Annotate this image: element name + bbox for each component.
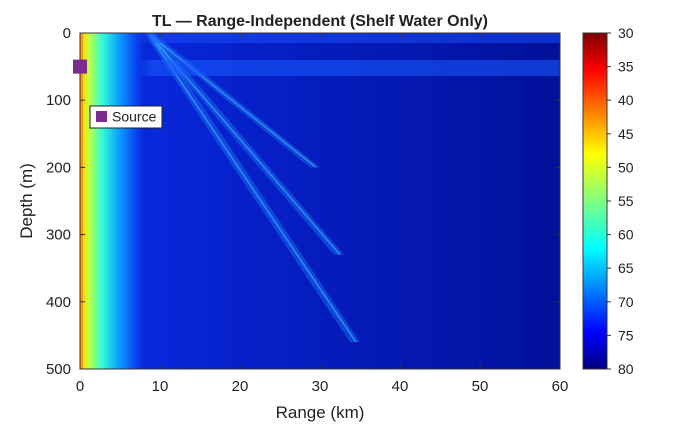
source-marker bbox=[73, 59, 87, 74]
source-column bbox=[80, 33, 83, 369]
ray-line bbox=[147, 33, 317, 169]
x-tick-label: 40 bbox=[392, 378, 409, 395]
x-tick-label: 60 bbox=[552, 378, 569, 395]
x-tick-label: 30 bbox=[312, 378, 329, 395]
legend-source-swatch bbox=[96, 111, 107, 122]
colorbar-tick-label: 70 bbox=[618, 294, 634, 310]
y-tick-label: 300 bbox=[46, 227, 71, 244]
legend: Source bbox=[89, 105, 163, 129]
chart-title: TL — Range-Independent (Shelf Water Only… bbox=[152, 13, 488, 30]
colorbar-tick-label: 45 bbox=[618, 126, 634, 142]
legend-source-label: Source bbox=[112, 109, 157, 125]
colorbar-tick-label: 80 bbox=[618, 361, 634, 377]
y-axis-label: Depth (m) bbox=[17, 163, 36, 239]
y-tick-label: 400 bbox=[46, 294, 71, 311]
x-axis-label: Range (km) bbox=[276, 403, 365, 422]
colorbar-tick-label: 40 bbox=[618, 92, 634, 108]
colorbar-axis: 30 35 40 45 50 55 60 65 70 75 80 bbox=[607, 25, 634, 377]
near-field-band bbox=[80, 33, 152, 369]
y-tick-label: 200 bbox=[46, 159, 71, 176]
colorbar-tick-label: 55 bbox=[618, 193, 634, 209]
legend-box bbox=[89, 105, 163, 129]
y-tick-label: 0 bbox=[63, 25, 71, 42]
y-tick-label: 500 bbox=[46, 361, 71, 378]
colorbar-tick-label: 75 bbox=[618, 327, 634, 343]
colorbar-tick-label: 50 bbox=[618, 159, 634, 175]
x-axis: 0 10 20 30 40 50 60 bbox=[76, 33, 569, 395]
colorbar-tick-label: 65 bbox=[618, 260, 634, 276]
heatmap-area bbox=[80, 33, 560, 369]
x-tick-label: 50 bbox=[472, 378, 489, 395]
x-tick-label: 20 bbox=[232, 378, 249, 395]
y-tick-label: 100 bbox=[46, 92, 71, 109]
colorbar-tick-label: 30 bbox=[618, 25, 634, 41]
x-tick-label: 0 bbox=[76, 378, 84, 395]
x-tick-label: 10 bbox=[152, 378, 169, 395]
colorbar-tick-label: 60 bbox=[618, 227, 634, 243]
y-axis: 0 100 200 300 400 500 bbox=[46, 25, 560, 378]
heatmap-background bbox=[80, 33, 560, 369]
colorbar bbox=[582, 32, 608, 370]
ray-line bbox=[147, 33, 357, 343]
surface-duct bbox=[80, 60, 560, 76]
colorbar-tick-label: 35 bbox=[618, 59, 634, 75]
